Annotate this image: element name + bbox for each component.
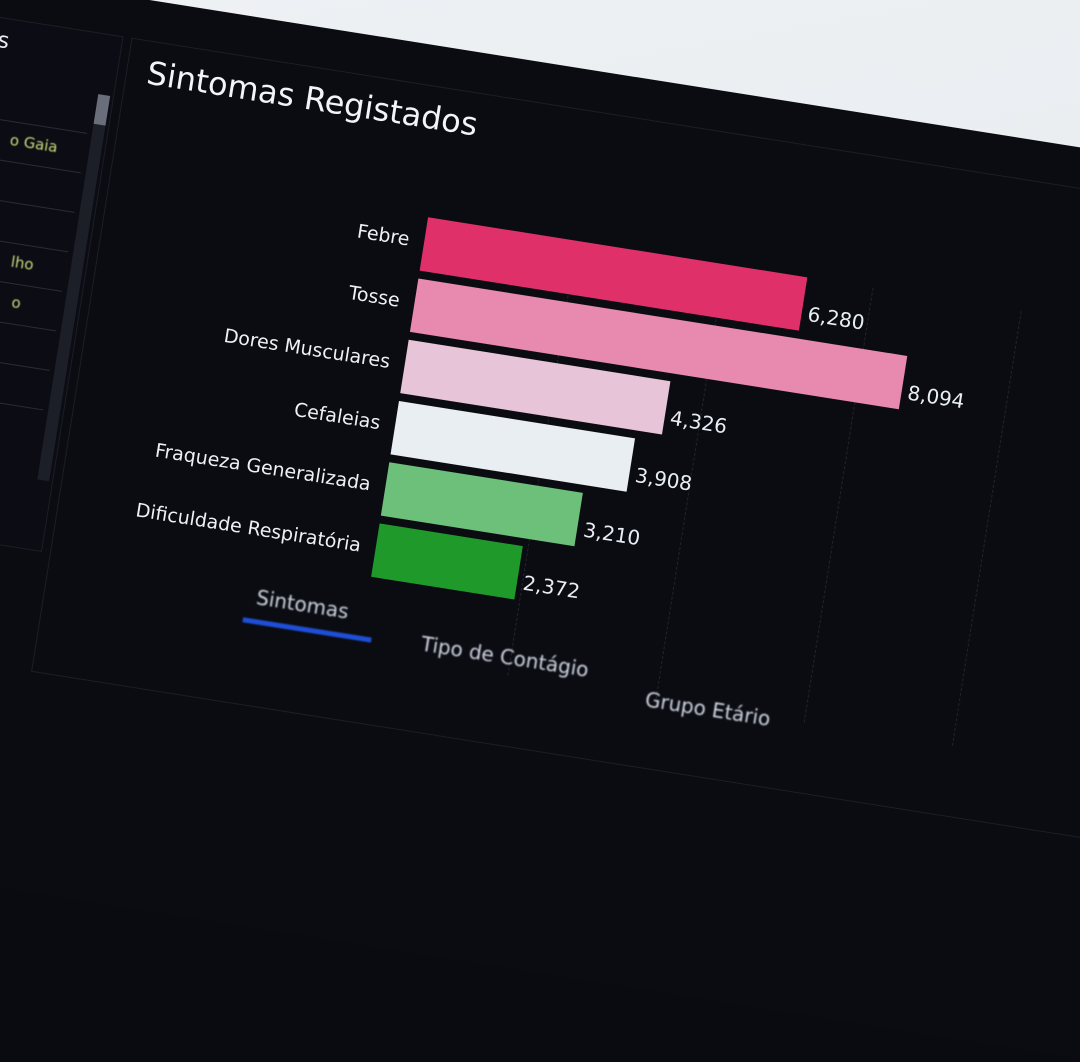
category-label: Fraqueza Generalizada <box>153 439 373 496</box>
category-label: Dores Musculares <box>222 324 392 373</box>
category-label: Cefaleias <box>292 398 382 435</box>
category-label: Dificuldade Respiratória <box>134 499 363 557</box>
category-label: Tosse <box>347 281 402 312</box>
list-item-label: lho <box>9 252 36 275</box>
scrollbar-thumb[interactable] <box>93 94 111 126</box>
data-label: 3,210 <box>581 517 642 551</box>
data-label: 2,372 <box>521 570 582 604</box>
gridline <box>951 311 1022 746</box>
data-label: 3,908 <box>633 463 694 496</box>
data-label: 6,280 <box>805 302 867 335</box>
list-item-label: o <box>10 293 23 313</box>
tab-grupo-etario[interactable]: Grupo Etário <box>643 687 773 731</box>
chart-title: Sintomas Registados <box>144 53 481 144</box>
list-item-label: o Gaia <box>8 131 59 157</box>
data-label: 8,094 <box>905 380 967 414</box>
active-tab-indicator <box>242 617 372 643</box>
bar-dificuldade-respiratória[interactable] <box>371 523 523 600</box>
category-label: Febre <box>355 220 412 251</box>
category-labels: Febre Tosse Dores Musculares Cefaleias Fraqu… <box>109 177 414 610</box>
data-label: 4,326 <box>668 405 729 439</box>
side-panel-title: mados <box>0 18 12 55</box>
chart-panel: Sintomas Registados Febre Tosse Dores Musc… <box>31 37 1080 845</box>
